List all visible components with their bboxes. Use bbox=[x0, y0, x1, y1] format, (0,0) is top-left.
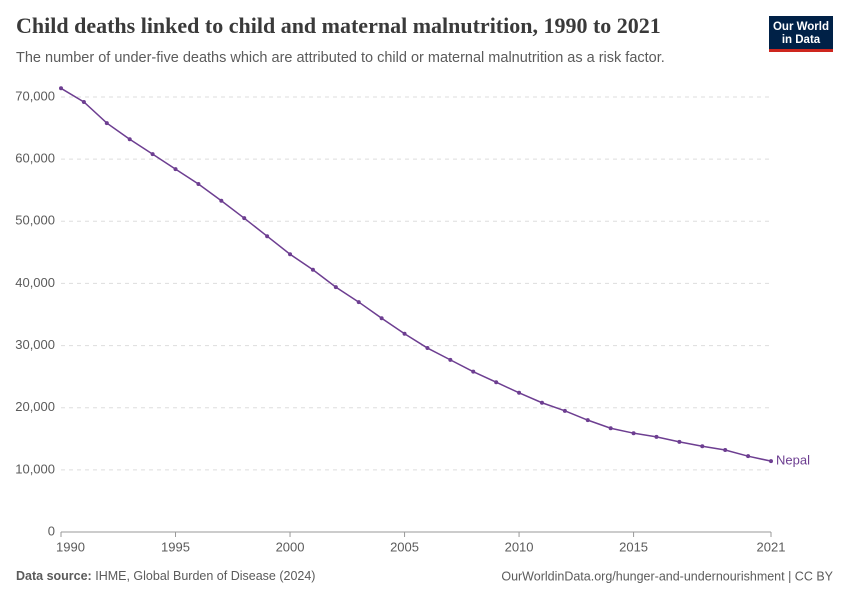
logo-text: in Data bbox=[782, 34, 821, 46]
data-point bbox=[539, 400, 544, 405]
data-point bbox=[333, 285, 338, 290]
y-tick-label: 10,000 bbox=[15, 461, 55, 476]
data-point bbox=[723, 447, 728, 452]
x-tick-label: 2021 bbox=[757, 539, 786, 554]
data-point bbox=[127, 137, 132, 142]
data-point bbox=[769, 459, 773, 464]
data-point bbox=[448, 357, 453, 362]
data-point bbox=[425, 346, 430, 351]
logo-bar bbox=[769, 49, 833, 52]
data-point bbox=[356, 300, 361, 305]
data-point bbox=[379, 316, 384, 321]
data-point bbox=[265, 234, 270, 239]
chart-subtitle: The number of under-five deaths which ar… bbox=[16, 50, 665, 66]
y-tick-label: 70,000 bbox=[15, 88, 55, 103]
y-tick-label: 30,000 bbox=[15, 337, 55, 352]
data-point bbox=[585, 418, 590, 423]
data-point bbox=[150, 152, 155, 157]
x-tick-label: 1995 bbox=[161, 539, 190, 554]
source-text: IHME, Global Burden of Disease (2024) bbox=[95, 569, 315, 583]
x-tick-label: 2010 bbox=[505, 539, 534, 554]
data-point bbox=[517, 390, 522, 395]
y-tick-label: 20,000 bbox=[15, 399, 55, 414]
data-point bbox=[402, 331, 407, 336]
logo-text: Our World bbox=[773, 21, 829, 33]
data-point bbox=[631, 431, 636, 436]
data-point bbox=[562, 408, 567, 413]
data-point bbox=[608, 426, 613, 431]
data-point bbox=[746, 454, 751, 459]
data-point bbox=[310, 267, 315, 272]
data-point bbox=[219, 198, 224, 203]
y-tick-label: 40,000 bbox=[15, 275, 55, 290]
data-point bbox=[104, 121, 109, 126]
x-tick-label: 1990 bbox=[56, 539, 85, 554]
chart-title: Child deaths linked to child and materna… bbox=[16, 13, 661, 38]
series-line bbox=[60, 87, 772, 462]
data-point bbox=[654, 434, 659, 439]
data-point bbox=[173, 167, 178, 172]
data-point bbox=[494, 380, 499, 385]
x-tick-label: 2015 bbox=[619, 539, 648, 554]
data-point bbox=[196, 182, 201, 186]
y-tick-label: 60,000 bbox=[15, 151, 55, 166]
x-tick-label: 2000 bbox=[276, 539, 305, 554]
logo-box bbox=[769, 16, 833, 52]
data-point bbox=[288, 252, 293, 257]
x-tick-label: 2005 bbox=[390, 539, 419, 554]
data-point bbox=[242, 216, 247, 221]
series-label: Nepal bbox=[776, 453, 810, 468]
logo-link[interactable]: Our World in Data bbox=[769, 16, 833, 52]
data-point bbox=[81, 99, 86, 104]
source: Data source: IHME, Global Burden of Dise… bbox=[16, 569, 315, 583]
source-label: Data source: bbox=[16, 569, 92, 583]
y-tick-label: 50,000 bbox=[15, 213, 55, 228]
source-url[interactable]: OurWorldinData.org/hunger-and-undernouri… bbox=[501, 569, 833, 583]
data-point bbox=[471, 369, 476, 374]
data-point bbox=[59, 86, 63, 91]
y-tick-label: 0 bbox=[48, 523, 55, 538]
data-point bbox=[677, 439, 682, 444]
data-point bbox=[700, 444, 705, 449]
